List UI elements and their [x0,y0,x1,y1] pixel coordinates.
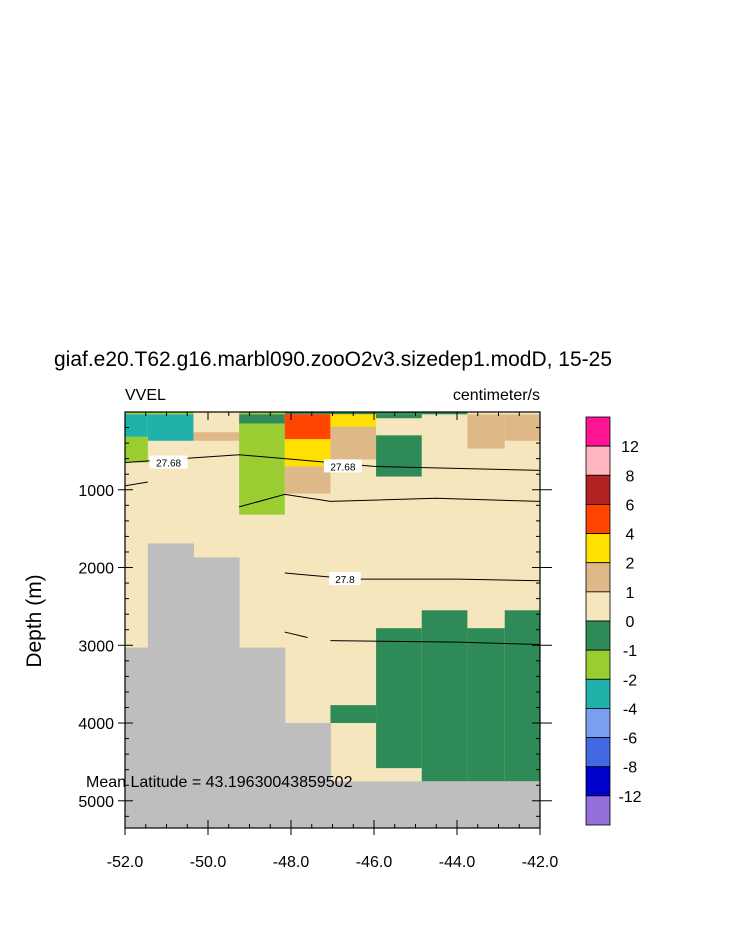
contour-line [238,493,541,508]
contour-label-bg [149,455,188,469]
data-cell [284,414,331,440]
colorbar-label: 4 [626,527,635,544]
contour-line [330,640,541,645]
contour-label-bg [329,572,361,586]
data-cell [330,705,377,724]
mean-latitude-annotation: Mean Latitude = 43.19630043859502 [86,774,353,791]
x-tick-label: -44.0 [439,854,476,871]
data-cell [421,412,468,415]
colorbar-label: -1 [623,643,637,660]
colorbar-swatch [585,678,611,709]
colorbar-label: 8 [626,468,635,485]
contour-label: 27.8 [335,575,355,586]
contour-label: 27.68 [330,462,355,473]
y-axis-label: Depth (m) [23,574,46,667]
land-cell [284,723,331,828]
colorbar-label: -2 [623,672,637,689]
data-cell [376,412,422,415]
data-cell [376,628,422,769]
data-cell [239,423,285,515]
data-cell [125,414,148,437]
contour-label-bg [323,459,362,473]
x-tick-label: -46.0 [356,854,393,871]
data-cell [239,417,285,424]
data-cell [284,412,331,415]
y-tick-label: 4000 [78,716,114,733]
data-cell [239,414,285,418]
land-cell [376,781,423,828]
land-cell [421,781,541,828]
colorbar-label: -8 [623,760,637,777]
x-tick-labels: -52.0 -50.0 -48.0 -46.0 -44.0 -42.0 [107,854,559,871]
data-cell [467,628,505,782]
data-cell [376,435,422,477]
land-mask [125,543,541,828]
data-cell [330,426,377,460]
x-tick-label: -50.0 [190,854,227,871]
colorbar-swatch [585,474,611,505]
axis-ticks [118,411,552,835]
data-cell [193,432,240,441]
colorbar-swatch [585,649,611,680]
contour-label: 27.68 [156,459,181,470]
data-cell [504,414,540,441]
colorbar-label: 0 [626,614,635,631]
data-cell [125,412,148,415]
contour-line [284,572,541,582]
variable-label: VVEL [125,387,166,404]
y-tick-label: 5000 [78,794,114,811]
data-cell [147,412,194,415]
colorbar-label: 1 [626,585,635,602]
data-cell [467,414,505,449]
data-cells [125,412,540,782]
colorbar-label: -6 [623,731,637,748]
land-cell [193,557,240,828]
contour-line [284,631,308,638]
data-cell [504,610,540,782]
colorbar-swatch [585,620,611,651]
x-tick-label: -42.0 [522,854,559,871]
colorbar-swatch [585,795,611,826]
land-cell [147,543,194,828]
x-tick-label: -48.0 [273,854,310,871]
land-cell [330,781,377,828]
colorbar-swatch [585,445,611,476]
colorbar-label: -12 [618,789,641,806]
land-cell [125,647,149,828]
data-cell [421,610,468,782]
colorbar-swatch [585,766,611,797]
colorbar-swatch [585,533,611,564]
density-contours: 27.68 27.68 27.8 [124,454,541,645]
data-cell [284,466,331,494]
land-cell [239,647,286,828]
data-cell [239,412,285,415]
colorbar-swatch [585,416,611,447]
colorbar: 12 8 6 4 2 1 0 -1 -2 -4 -6 -8 -12 [585,416,642,826]
y-tick-label: 2000 [78,561,114,578]
contour-line [124,481,148,487]
colorbar-swatch [585,562,611,593]
units-label: centimeter/s [453,387,540,404]
data-cell [125,436,148,463]
plot-area: 27.68 27.68 27.8 [118,411,552,835]
y-tick-labels: 1000 2000 3000 4000 5000 [78,483,114,811]
colorbar-label: 12 [621,439,639,456]
colorbar-label: 6 [626,497,635,514]
colorbar-label: 2 [626,556,635,573]
data-cell [330,414,377,427]
colorbar-swatch [585,591,611,622]
colorbar-swatch [585,737,611,768]
data-cell [376,414,422,419]
colorbar-label: -4 [623,701,637,718]
contour-line [124,454,541,471]
colorbar-swatch [585,504,611,534]
chart-title: giaf.e20.T62.g16.marbl090.zooO2v3.sizede… [54,348,612,371]
colorbar-swatch [585,708,611,738]
x-tick-label: -52.0 [107,854,144,871]
y-tick-label: 3000 [78,638,114,655]
data-cell [147,414,194,441]
y-tick-label: 1000 [78,483,114,500]
